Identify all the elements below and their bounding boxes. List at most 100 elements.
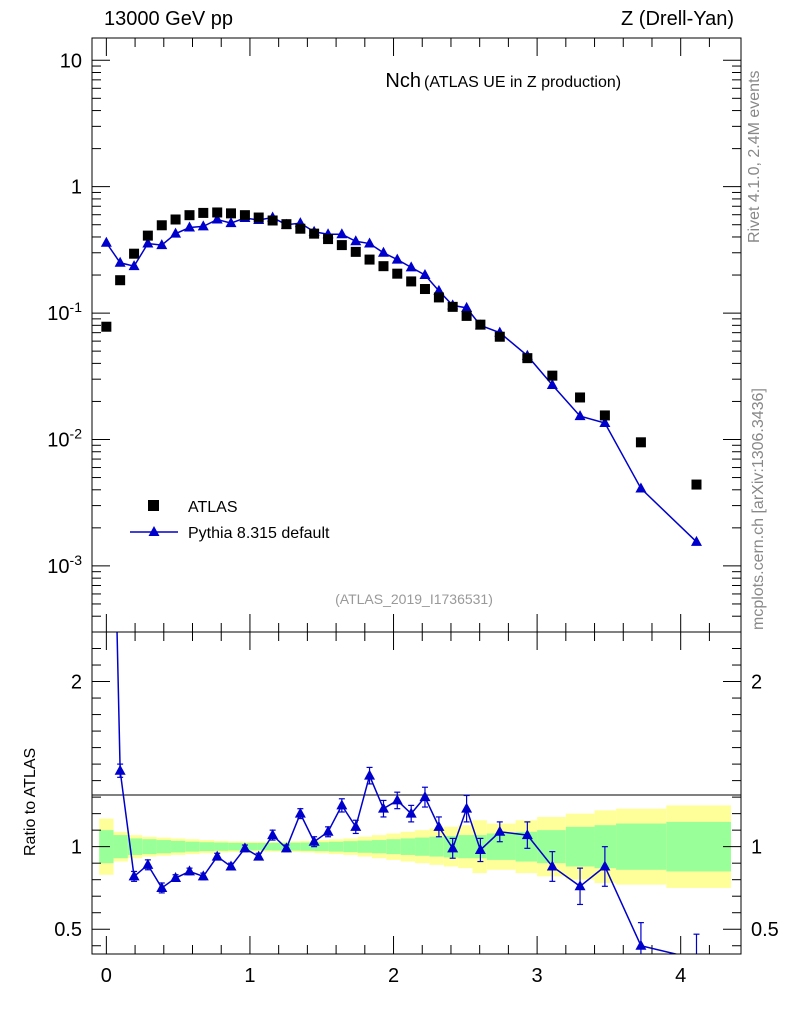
atlas-point — [267, 215, 278, 226]
atlas-point — [156, 220, 167, 231]
mc-point — [405, 261, 417, 272]
band-inner-bin — [228, 842, 243, 851]
mc-point — [197, 220, 209, 231]
mc-point — [377, 246, 389, 257]
chart-title: Nch — [385, 70, 421, 92]
band-inner-bin — [515, 831, 538, 862]
mc-point — [546, 378, 558, 389]
ratio-mc-point — [546, 860, 558, 871]
ratio-tick-label-right: 1 — [751, 837, 762, 859]
mc-point — [170, 227, 182, 238]
band-inner-bin — [371, 840, 387, 854]
ratio-tick-label-left: 2 — [71, 672, 82, 694]
ratio-mc-point — [280, 842, 292, 853]
mc-point — [364, 237, 376, 248]
band-inner-bin — [565, 826, 595, 867]
mc-point — [690, 535, 702, 546]
atlas-point — [225, 208, 236, 219]
atlas-point — [170, 214, 181, 225]
band-inner-bin — [300, 842, 315, 851]
atlas-point — [101, 321, 112, 332]
x-tick-label: 1 — [244, 965, 255, 987]
ratio-mc-point — [336, 799, 348, 810]
atlas-point — [115, 275, 126, 286]
mc-point — [635, 482, 647, 493]
legend-mc-marker — [148, 526, 160, 536]
band-inner-bin — [343, 841, 358, 853]
band-inner-bin — [285, 842, 301, 851]
main-series — [100, 207, 702, 546]
ratio-mc-point — [494, 825, 506, 836]
ratio-mc-point — [350, 820, 362, 831]
y-tick-label: 10-3 — [47, 552, 82, 578]
mc-point — [391, 253, 403, 264]
mc-point — [461, 301, 473, 312]
band-inner-bin — [386, 839, 401, 855]
ratio-mc-point — [156, 881, 168, 892]
band-inner-bin — [113, 835, 128, 859]
x-tick-label: 3 — [532, 965, 543, 987]
band-inner-bin — [458, 835, 473, 859]
x-tick-label: 0 — [101, 965, 112, 987]
ratio-mc-point — [128, 870, 140, 881]
ratio-mc-point — [114, 764, 126, 775]
mc-point — [156, 239, 168, 250]
atlas-point — [364, 254, 375, 265]
band-inner-bin — [400, 838, 416, 855]
ratio-mc-point — [574, 880, 586, 891]
band-inner-bin — [156, 840, 171, 854]
ratio-mc-point — [635, 939, 647, 950]
ratio-mc-point — [447, 842, 459, 853]
atlas-point — [599, 410, 610, 421]
mc-point — [419, 269, 431, 280]
atlas-point — [433, 292, 444, 303]
atlas-point — [239, 210, 250, 221]
ratio-mc-point — [170, 872, 182, 883]
band-inner-bin — [271, 842, 286, 851]
ratio-tick-label-left: 0.5 — [54, 919, 82, 941]
analysis-label: (ATLAS_2019_I1736531) — [335, 591, 493, 607]
band-inner-bin — [429, 836, 444, 857]
atlas-point — [494, 331, 505, 342]
mc-point — [142, 237, 154, 248]
band-inner-bin — [199, 842, 215, 852]
mc-point — [433, 284, 445, 295]
y-tick-label: 1 — [71, 177, 82, 199]
band-inner-bin — [170, 840, 186, 853]
atlas-point — [295, 223, 306, 234]
ratio-mc-point — [405, 807, 417, 818]
ratio-mc-point — [308, 835, 320, 846]
mc-point — [350, 235, 362, 246]
atlas-point — [309, 228, 320, 239]
ratio-mc-point — [391, 794, 403, 805]
band-inner-bin — [314, 842, 329, 852]
ratio-mc-point — [225, 860, 237, 871]
band-inner-bin — [214, 842, 229, 851]
main-y-tick-labels: 10-3 10-2 10-1 1 10 — [47, 50, 82, 578]
atlas-point — [461, 310, 472, 321]
mc-point — [336, 228, 348, 239]
atlas-point — [447, 301, 458, 312]
atlas-point — [142, 230, 153, 241]
mc-point — [225, 217, 237, 228]
y-tick-label: 10-2 — [47, 425, 82, 451]
band-inner-bin — [127, 838, 143, 855]
ratio-mc-point — [419, 791, 431, 802]
atlas-point — [198, 207, 209, 218]
atlas-point — [323, 234, 334, 245]
atlas-point — [253, 212, 264, 223]
mc-point — [183, 221, 195, 232]
mc-point — [599, 417, 611, 428]
ratio-tick-label-left: 1 — [71, 837, 82, 859]
ratio-mc-point — [461, 802, 473, 813]
atlas-point — [184, 210, 195, 221]
atlas-point — [392, 268, 403, 279]
band-inner-bin — [616, 823, 667, 870]
main-plot-frame — [91, 37, 742, 633]
band-inner-bin — [486, 833, 516, 860]
ratio-mc-point — [521, 829, 533, 840]
legend-mc-label: Pythia 8.315 default — [188, 525, 330, 542]
legend-atlas-label: ATLAS — [188, 499, 238, 516]
y-tick-label: 10 — [60, 50, 82, 72]
ratio-mc-point — [239, 842, 251, 853]
